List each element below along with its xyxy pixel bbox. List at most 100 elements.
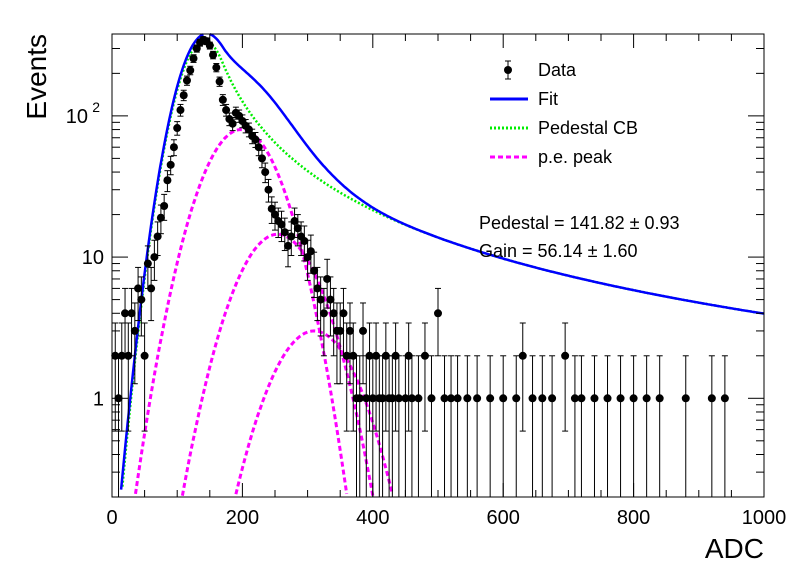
x-tick-label: 600	[487, 507, 520, 529]
data-marker	[186, 66, 195, 75]
x-tick-label: 200	[226, 507, 259, 529]
data-marker	[130, 326, 139, 335]
data-marker	[590, 394, 599, 403]
data-marker	[388, 394, 397, 403]
data-marker	[486, 394, 495, 403]
data-marker	[329, 309, 338, 318]
data-point	[212, 63, 221, 73]
data-marker	[407, 394, 416, 403]
annotation-value: 0.93	[645, 213, 680, 233]
data-marker	[124, 351, 133, 360]
data-point	[264, 178, 273, 203]
data-point	[134, 266, 143, 322]
data-marker	[166, 160, 175, 169]
data-marker	[293, 224, 302, 233]
data-point	[303, 239, 312, 281]
data-marker	[176, 106, 185, 115]
data-point	[147, 266, 156, 322]
fit-annotations: Pedestal = 141.82 ± 0.93 Gain = 56.14 ± 1…	[479, 213, 680, 261]
data-marker	[143, 259, 152, 268]
data-marker	[228, 119, 237, 128]
data-marker	[261, 168, 270, 177]
data-point	[169, 139, 178, 157]
data-point	[368, 355, 377, 497]
data-point	[603, 355, 612, 497]
data-point	[414, 355, 423, 497]
data-marker	[267, 204, 276, 213]
data-point	[538, 355, 547, 497]
data-marker	[251, 135, 260, 144]
data-marker	[277, 220, 286, 229]
data-point	[189, 54, 198, 63]
data-point	[277, 210, 286, 243]
data-point	[179, 89, 188, 102]
data-marker	[577, 394, 586, 403]
data-marker	[355, 394, 364, 403]
data-marker	[372, 351, 381, 360]
legend-marker	[504, 66, 512, 74]
legend: Data Fit Pedestal CB p.e. peak	[490, 60, 638, 167]
data-point	[548, 355, 557, 497]
y-tick-label: 10	[66, 106, 88, 128]
data-marker	[254, 143, 263, 152]
data-marker	[707, 394, 716, 403]
data-marker	[404, 351, 413, 360]
data-point	[140, 322, 149, 432]
data-point	[137, 276, 146, 337]
legend-label: Data	[538, 60, 577, 80]
data-marker	[365, 351, 374, 360]
data-point	[499, 355, 508, 497]
data-marker	[313, 284, 322, 293]
data-point	[313, 266, 322, 322]
data-marker	[179, 91, 188, 100]
data-marker	[222, 106, 231, 115]
legend-label: Fit	[538, 89, 558, 109]
data-point	[473, 355, 482, 497]
data-point	[420, 322, 429, 432]
y-axis-title: Events	[21, 34, 52, 120]
data-point	[166, 155, 175, 176]
data-marker	[453, 394, 462, 403]
annotation-label: Pedestal = 141.82	[479, 213, 630, 233]
data-marker	[528, 394, 537, 403]
data-point	[319, 287, 328, 357]
data-point	[186, 65, 195, 76]
annotation-1: Pedestal = 141.82 ± 0.93	[479, 213, 680, 233]
y-tick-label: 1	[93, 388, 104, 410]
data-marker	[303, 253, 312, 262]
data-point	[394, 355, 403, 497]
data-point	[261, 162, 270, 184]
data-point	[512, 355, 521, 497]
data-point	[577, 355, 586, 497]
annotation-value: 1.60	[602, 241, 637, 261]
fit-curves	[119, 33, 765, 496]
data-point	[616, 355, 625, 497]
data-marker	[127, 309, 136, 318]
annotation-pm: ±	[630, 213, 645, 233]
x-tick-label: 1000	[742, 507, 787, 529]
data-marker	[394, 394, 403, 403]
data-point	[290, 207, 299, 239]
data-points	[111, 35, 729, 497]
x-axis-title: ADC	[705, 533, 764, 564]
data-marker	[137, 295, 146, 304]
data-point	[339, 287, 348, 357]
data-marker	[218, 95, 227, 104]
data-marker	[548, 394, 557, 403]
data-marker	[209, 50, 218, 59]
data-marker	[368, 394, 377, 403]
data-point	[642, 355, 651, 497]
legend-label: Pedestal CB	[538, 118, 638, 138]
data-point	[486, 355, 495, 497]
data-marker	[616, 394, 625, 403]
data-point	[707, 355, 716, 497]
data-marker	[153, 232, 162, 241]
data-point	[440, 355, 449, 497]
data-marker	[349, 351, 358, 360]
x-tick-label: 400	[356, 507, 389, 529]
data-point	[271, 201, 279, 231]
data-point	[209, 50, 218, 60]
data-marker	[140, 351, 149, 360]
annotation-pm: ±	[588, 241, 603, 261]
